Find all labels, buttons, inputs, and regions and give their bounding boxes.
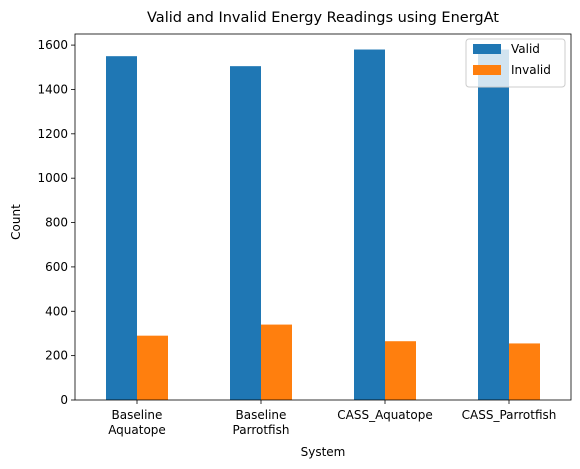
x-tick-label-1: Baseline Parrotfish [233,408,290,437]
legend-swatch-valid [473,44,501,54]
bar-invalid-2 [385,341,416,400]
legend-label-invalid: Invalid [511,63,551,77]
bar-valid-2 [354,49,385,400]
y-tick-label-2: 400 [45,304,68,318]
bar-invalid-0 [137,335,168,400]
legend-label-valid: Valid [511,42,540,56]
x-axis: Baseline Aquatope Baseline Parrotfish CASS_A… [108,400,556,437]
y-tick-label-6: 1200 [37,127,68,141]
bar-valid-3 [478,49,509,400]
y-tick-label-4: 800 [45,216,68,230]
x-axis-label: System [301,445,346,459]
legend-swatch-invalid [473,65,501,75]
y-tick-label-8: 1600 [37,38,68,52]
y-tick-label-1: 200 [45,349,68,363]
y-tick-label-0: 0 [60,393,68,407]
y-axis: 0 200 400 600 800 1000 1200 1400 1600 [37,38,75,407]
bar-valid-0 [106,56,137,400]
bar-invalid-3 [509,343,540,400]
legend: Valid Invalid [465,38,566,88]
x-tick-label-0: Baseline Aquatope [108,408,166,437]
y-axis-label: Count [9,204,23,240]
bars-group [106,49,540,400]
plot-frame [74,33,572,401]
y-tick-label-3: 600 [45,260,68,274]
x-tick-label-3: CASS_Parrotfish [462,408,557,422]
chart-title: Valid and Invalid Energy Readings using … [147,10,499,26]
x-tick-label-2: CASS_Aquatope [337,408,432,422]
y-tick-label-7: 1400 [37,82,68,96]
bar-valid-1 [230,66,261,400]
bar-invalid-1 [261,324,292,400]
y-tick-label-5: 1000 [37,171,68,185]
